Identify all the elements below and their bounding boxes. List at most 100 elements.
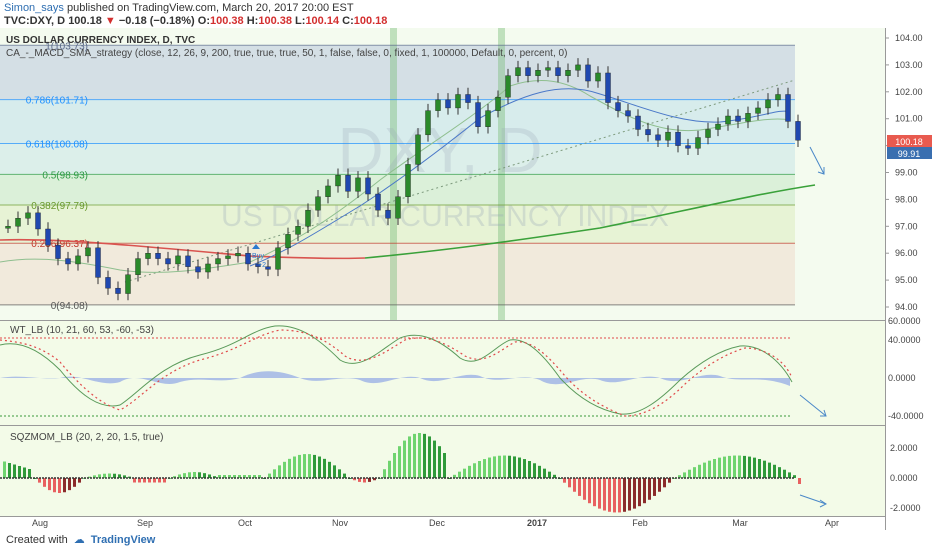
candle-body — [775, 94, 781, 101]
time-tick-label: Aug — [32, 518, 48, 528]
fib-label-4: 0.382(97.79) — [31, 201, 88, 212]
candle-body — [735, 115, 741, 122]
sqz-axis[interactable]: 2.0000 0.0000 -2.0000 — [890, 443, 921, 513]
candle-body — [445, 99, 451, 109]
candle-body — [165, 258, 171, 265]
candle-body — [285, 234, 291, 249]
candle-body — [695, 137, 701, 149]
sqz-bar — [548, 471, 551, 478]
sqz-bar — [573, 478, 576, 492]
wt-axis[interactable]: 60.0000 40.0000 0.0000 -40.0000 — [888, 316, 924, 421]
sqz-bar — [248, 475, 251, 478]
sqz-bar — [338, 469, 341, 478]
sqz-bar — [48, 478, 51, 491]
sqz-bar — [728, 455, 731, 478]
sqz-bar — [293, 456, 296, 478]
wt-tick-label: 60.0000 — [888, 316, 921, 326]
candlestick-series — [5, 58, 801, 301]
sqz-bar — [393, 452, 396, 478]
sqz-bar — [363, 478, 366, 483]
price-tick-label: 102.00 — [895, 87, 923, 97]
wt-legend: WT_LB (10, 21, 60, 53, -60, -53) — [10, 325, 154, 336]
created-with-label: Created with — [6, 533, 68, 546]
candle-body — [515, 67, 521, 76]
symbol-label: TVC:DXY, D — [4, 15, 66, 27]
sqz-bar — [328, 461, 331, 478]
price-tick-label: 96.00 — [895, 248, 918, 258]
candle-body — [85, 247, 91, 257]
candle-body — [575, 64, 581, 71]
sqz-bar — [608, 478, 611, 512]
sqz-bar — [653, 478, 656, 496]
candle-body — [615, 102, 621, 111]
sqz-bar — [583, 478, 586, 500]
wt-tick-label: 40.0000 — [888, 335, 921, 345]
sqz-bar — [8, 463, 11, 478]
fib-label-5: 0.236(96.37) — [31, 239, 88, 250]
sqz-bar — [478, 460, 481, 478]
strategy-legend: CA_-_MACD_SMA_strategy (close, 12, 26, 9… — [6, 48, 567, 59]
sqz-tick-label: -2.0000 — [890, 503, 921, 513]
sqz-bar — [498, 455, 501, 478]
time-tick-label: Apr — [825, 518, 839, 528]
candle-body — [295, 226, 301, 235]
fib-label-2: 0.618(100.08) — [26, 139, 88, 150]
second-price-badge — [887, 147, 932, 159]
sqz-bar — [553, 474, 556, 478]
sqz-bar — [523, 459, 526, 478]
sqz-bar — [188, 472, 191, 478]
candle-body — [585, 64, 591, 82]
candle-body — [395, 196, 401, 219]
footer: Created with ☁ TradingView — [6, 533, 156, 547]
fib-label-3: 0.5(98.93) — [42, 170, 88, 181]
sma-200-line — [364, 184, 816, 259]
sqz-bar — [43, 478, 46, 487]
sqz-bar — [353, 478, 356, 481]
candle-body — [205, 263, 211, 273]
candle-body — [145, 252, 151, 259]
sqz-bar — [18, 466, 21, 478]
sqz-bar — [678, 475, 681, 478]
sqz-bar — [383, 469, 386, 478]
sma-red-line — [0, 238, 366, 260]
sqz-bar — [333, 465, 336, 478]
candle-body — [115, 287, 121, 294]
sqz-bar — [443, 452, 446, 478]
sqz-bar — [563, 478, 566, 483]
time-axis[interactable]: Aug Sep Oct Nov Dec 2017 Feb Mar Apr — [32, 518, 839, 528]
sqz-bar — [783, 469, 786, 478]
sqz-bar — [58, 478, 61, 493]
candle-body — [535, 70, 541, 76]
price-tick-label: 104.00 — [895, 33, 923, 43]
fibonacci-labels: 1(103.73) 0.786(101.71) 0.618(100.08) 0.5(9… — [0, 41, 795, 312]
low-value: 100.14 — [305, 15, 340, 27]
tradingview-brand[interactable]: TradingView — [90, 533, 156, 546]
price-tick-label: 95.00 — [895, 275, 918, 285]
sqz-bar — [778, 467, 781, 478]
sqz-bar — [463, 468, 466, 478]
candle-body — [595, 72, 601, 82]
candle-body — [545, 67, 551, 71]
candle-body — [335, 174, 341, 187]
sqz-bar — [438, 446, 441, 478]
candle-body — [465, 94, 471, 103]
candle-body — [315, 196, 321, 211]
sqz-bar — [718, 457, 721, 478]
price-axis[interactable]: 104.00103.00102.00101.00100.0099.0098.00… — [885, 33, 923, 312]
sqz-bar — [628, 478, 631, 511]
buy-signal-label: Buy — [252, 253, 265, 260]
candle-body — [645, 129, 651, 136]
buy-signal-count: +2 — [258, 262, 266, 269]
ohlc-line: TVC:DXY, D 100.18 ▼ −0.18 (−0.18%) O:100… — [4, 15, 388, 27]
fibonacci-zones — [0, 45, 795, 305]
sqz-bar — [738, 455, 741, 478]
candle-body — [125, 274, 131, 294]
high-value: 100.38 — [258, 15, 292, 27]
main-title: US DOLLAR CURRENCY INDEX, D, TVC — [6, 35, 195, 46]
candle-body — [795, 121, 801, 141]
author-link[interactable]: Simon_says — [4, 2, 64, 14]
time-tick-label: Feb — [632, 518, 648, 528]
sqz-bar — [788, 472, 791, 478]
sqz-bar — [323, 458, 326, 478]
